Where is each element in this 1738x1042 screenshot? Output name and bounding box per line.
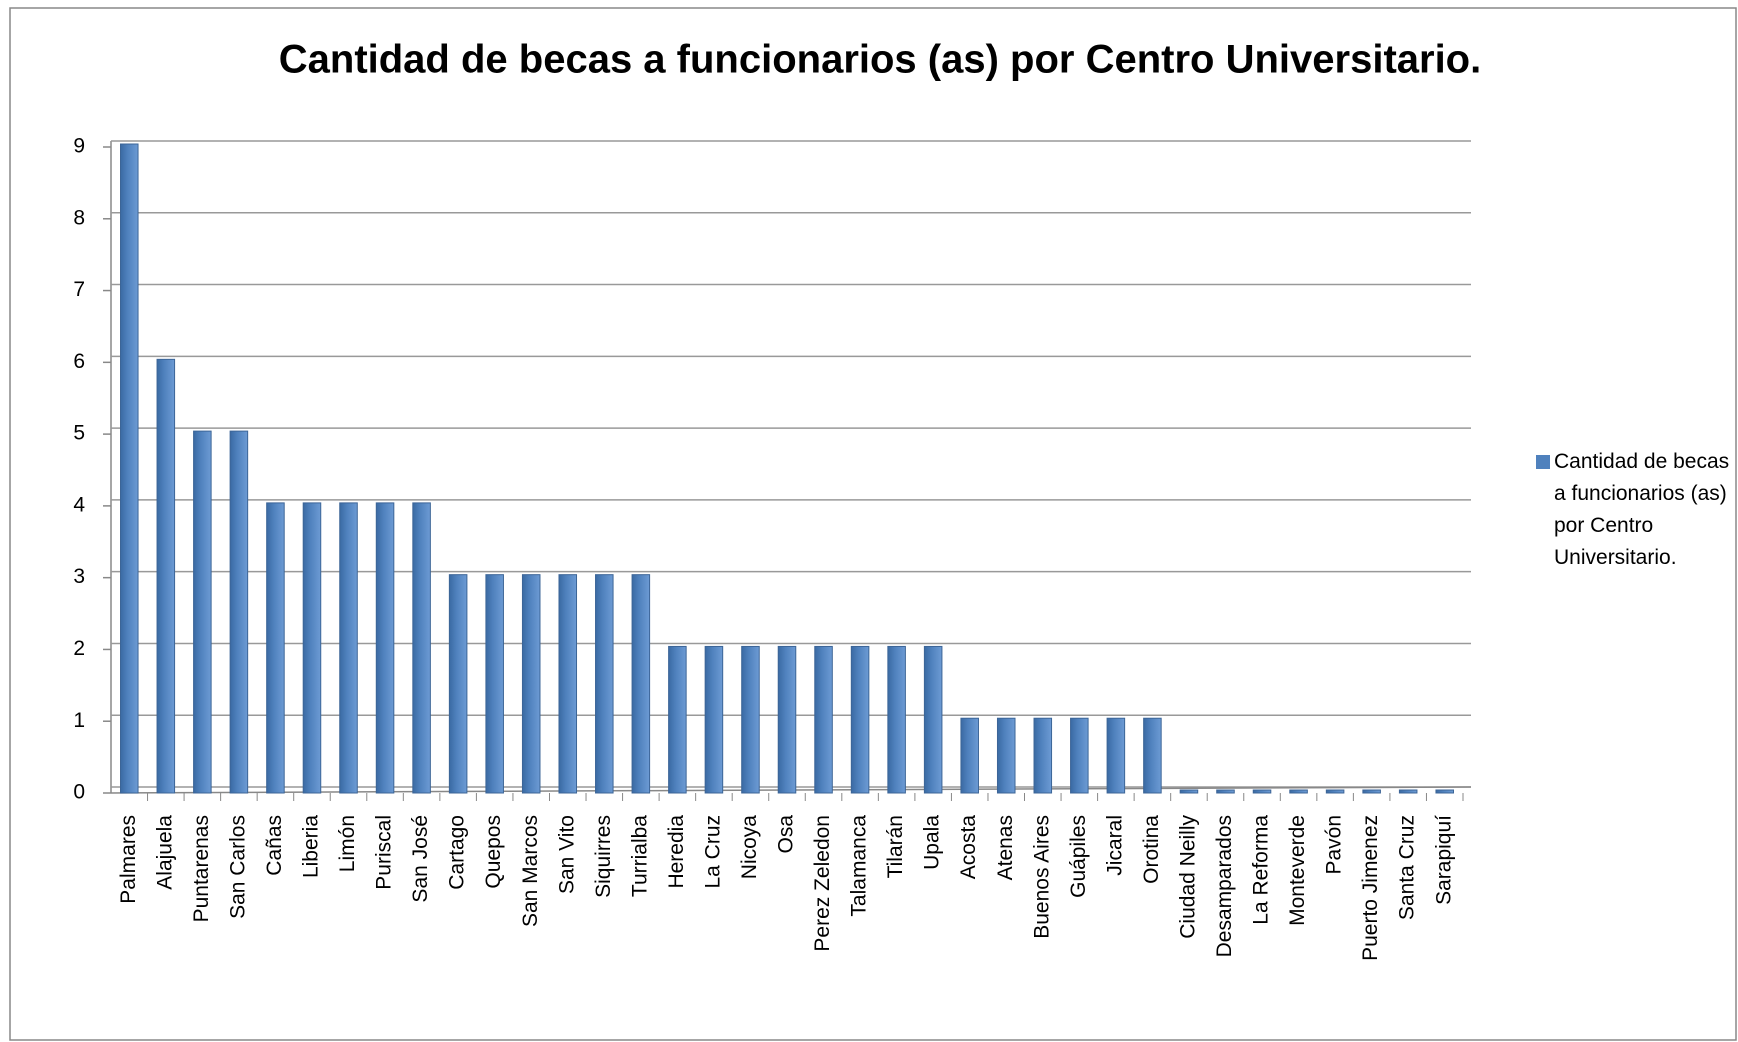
x-tick-label: Ciudad Neilly xyxy=(1176,815,1199,939)
x-tick-label: Santa Cruz xyxy=(1396,815,1419,920)
x-tick-label: Turrialba xyxy=(628,815,651,897)
x-tick-label: Nicoya xyxy=(738,815,761,880)
x-tick-label: Siquirres xyxy=(592,815,615,898)
x-tick-label: La Cruz xyxy=(701,815,724,889)
x-tick-label: San Marcos xyxy=(519,815,542,927)
bar xyxy=(339,502,358,794)
bar xyxy=(595,574,614,794)
x-tick-label: Sarapiquí xyxy=(1432,815,1455,905)
bar xyxy=(1325,789,1345,794)
bar xyxy=(887,645,906,794)
bar xyxy=(1143,717,1162,794)
x-tick-label: Buenos Aires xyxy=(1030,815,1053,939)
x-tick-label: Liberia xyxy=(300,815,323,878)
y-tick-label: 9 xyxy=(73,135,85,158)
bar xyxy=(266,502,285,794)
bar xyxy=(375,502,395,794)
x-tick-label: Atenas xyxy=(994,815,1017,880)
bar xyxy=(741,645,760,794)
y-tick-label: 4 xyxy=(73,493,85,516)
y-tick-label: 6 xyxy=(73,350,85,373)
x-tick-label: Upala xyxy=(921,815,944,870)
x-tick-label: San Carlos xyxy=(226,815,249,919)
bar xyxy=(120,143,139,794)
bar xyxy=(668,645,687,794)
bar xyxy=(1435,789,1454,794)
bar xyxy=(1216,789,1235,794)
x-tick-label: Osa xyxy=(775,815,798,854)
bar xyxy=(521,574,541,794)
x-tick-label: San Vito xyxy=(555,815,578,894)
x-tick-label: Puerto Jimenez xyxy=(1359,815,1382,961)
bar xyxy=(1070,717,1089,794)
x-tick-label: Puriscal xyxy=(373,815,396,890)
bar xyxy=(156,358,176,794)
bar xyxy=(229,430,249,794)
y-tick-label: 1 xyxy=(73,709,85,732)
bar xyxy=(814,645,833,794)
x-tick-label: Cartago xyxy=(446,815,469,890)
y-tick-label: 5 xyxy=(73,422,85,445)
chart-title: Cantidad de becas a funcionarios (as) po… xyxy=(279,38,1481,82)
x-tick-label: Perez Zeledon xyxy=(811,815,834,952)
legend-label: Cantidad de becas a funcionarios (as) po… xyxy=(1554,450,1730,569)
bar xyxy=(1179,789,1199,794)
x-tick-label: Pavón xyxy=(1323,815,1346,875)
bar xyxy=(193,430,212,794)
bar xyxy=(704,645,724,794)
y-tick-label: 3 xyxy=(73,565,85,588)
bar xyxy=(960,717,979,794)
bar xyxy=(1252,789,1272,794)
x-tick-label: Puntarenas xyxy=(190,815,213,922)
bar xyxy=(1362,789,1381,794)
x-tick-label: Palmares xyxy=(117,815,140,904)
bar xyxy=(558,574,578,794)
legend-swatch xyxy=(1536,455,1550,469)
bar xyxy=(923,645,943,794)
x-tick-label: Heredia xyxy=(665,815,688,889)
bar xyxy=(1289,789,1308,794)
chart-border xyxy=(9,7,1737,1041)
bar xyxy=(302,502,322,794)
y-tick-label: 8 xyxy=(73,206,85,229)
bar xyxy=(448,574,468,794)
bar xyxy=(412,502,431,794)
x-tick-label: Talamanca xyxy=(848,815,871,917)
x-tick-label: Guápiles xyxy=(1067,815,1090,898)
bar xyxy=(850,645,870,794)
y-tick-label: 2 xyxy=(73,637,85,660)
x-tick-label: Jicaral xyxy=(1103,815,1126,876)
x-tick-label: Tilarán xyxy=(884,815,907,878)
y-tick-label: 0 xyxy=(73,781,85,804)
bar xyxy=(996,717,1016,794)
x-tick-label: Orotina xyxy=(1140,815,1163,884)
bar xyxy=(777,645,797,794)
x-tick-label: Acosta xyxy=(957,815,980,880)
x-tick-label: La Reforma xyxy=(1250,815,1273,925)
bar xyxy=(631,574,651,794)
x-tick-label: Alajuela xyxy=(153,815,176,890)
x-tick-label: Desamparados xyxy=(1213,815,1236,957)
x-tick-label: Monteverde xyxy=(1286,815,1309,926)
bar xyxy=(485,574,504,794)
x-tick-label: Limón xyxy=(336,815,359,872)
x-tick-label: Quepos xyxy=(482,815,505,889)
bar xyxy=(1106,717,1126,794)
bar xyxy=(1398,789,1418,794)
legend: Cantidad de becas a funcionarios (as) po… xyxy=(1536,446,1736,574)
x-tick-label: Cañas xyxy=(263,815,286,876)
x-tick-label: San José xyxy=(409,815,432,903)
y-tick-label: 7 xyxy=(73,278,85,301)
bar xyxy=(1033,717,1053,794)
